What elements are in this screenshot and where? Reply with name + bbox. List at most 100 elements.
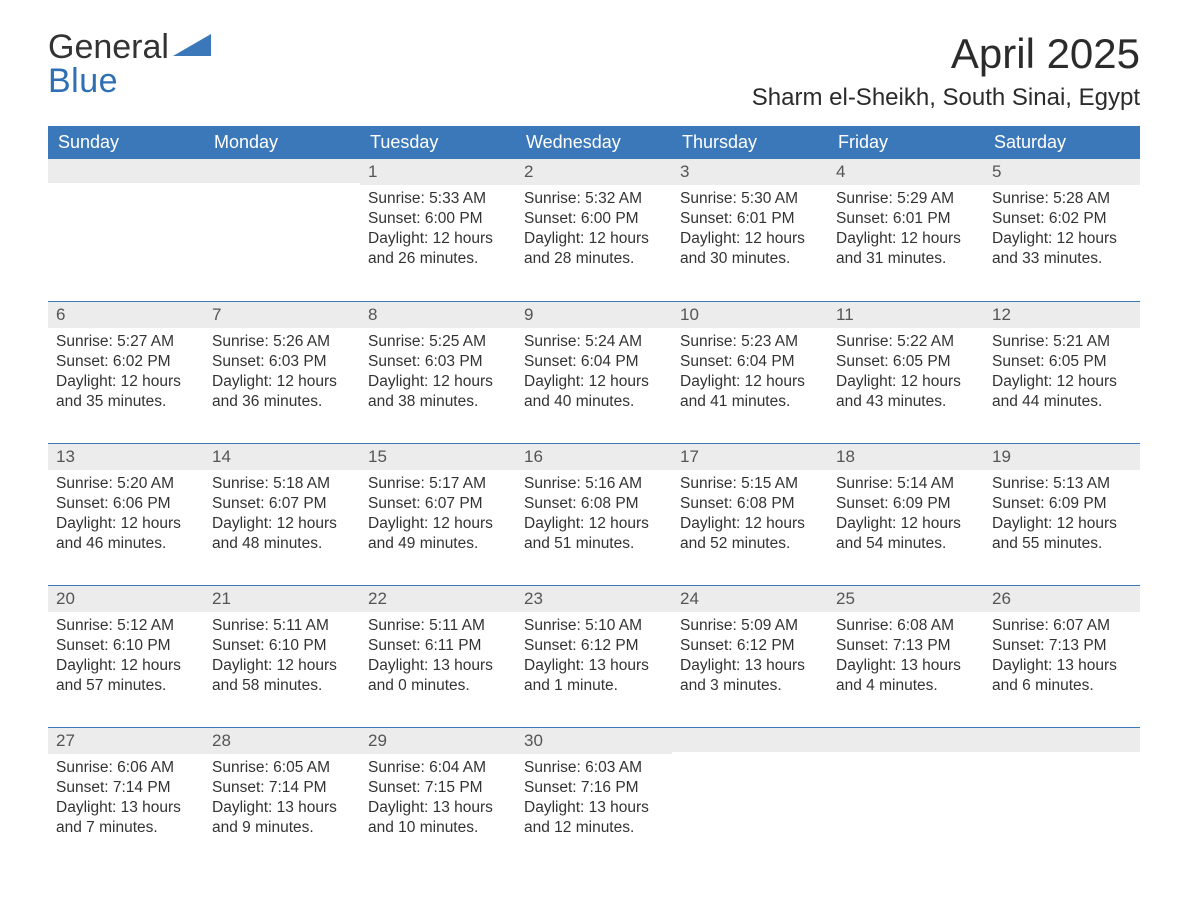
day-detail-line: Daylight: 12 hours <box>212 514 352 534</box>
day-detail-line: Sunrise: 5:12 AM <box>56 616 196 636</box>
day-detail-line: Sunrise: 5:27 AM <box>56 332 196 352</box>
calendar-week-row: 20Sunrise: 5:12 AMSunset: 6:10 PMDayligh… <box>48 585 1140 727</box>
day-detail-line: and 7 minutes. <box>56 818 196 838</box>
day-detail-line: Sunset: 6:00 PM <box>368 209 508 229</box>
day-details: Sunrise: 5:13 AMSunset: 6:09 PMDaylight:… <box>984 470 1140 561</box>
weekday-header: Saturday <box>984 126 1140 159</box>
day-details: Sunrise: 5:24 AMSunset: 6:04 PMDaylight:… <box>516 328 672 419</box>
day-detail-line: and 9 minutes. <box>212 818 352 838</box>
day-detail-line: Daylight: 12 hours <box>368 514 508 534</box>
day-details: Sunrise: 5:26 AMSunset: 6:03 PMDaylight:… <box>204 328 360 419</box>
day-number: 1 <box>360 159 516 185</box>
day-number: 10 <box>672 302 828 328</box>
day-detail-line: Daylight: 12 hours <box>524 514 664 534</box>
day-details: Sunrise: 5:11 AMSunset: 6:10 PMDaylight:… <box>204 612 360 703</box>
day-detail-line: Sunrise: 6:04 AM <box>368 758 508 778</box>
day-details: Sunrise: 5:30 AMSunset: 6:01 PMDaylight:… <box>672 185 828 276</box>
day-number: 7 <box>204 302 360 328</box>
calendar-day-cell: 23Sunrise: 5:10 AMSunset: 6:12 PMDayligh… <box>516 585 672 727</box>
day-number <box>828 728 984 752</box>
day-detail-line: and 35 minutes. <box>56 392 196 412</box>
day-detail-line: Sunset: 6:08 PM <box>524 494 664 514</box>
calendar-day-cell: 5Sunrise: 5:28 AMSunset: 6:02 PMDaylight… <box>984 159 1140 301</box>
day-detail-line: Sunrise: 5:16 AM <box>524 474 664 494</box>
day-detail-line: Daylight: 13 hours <box>524 798 664 818</box>
day-detail-line: Sunset: 6:12 PM <box>524 636 664 656</box>
calendar-day-cell <box>204 159 360 301</box>
day-detail-line: Daylight: 12 hours <box>368 229 508 249</box>
calendar-week-row: 6Sunrise: 5:27 AMSunset: 6:02 PMDaylight… <box>48 301 1140 443</box>
calendar-week-row: 27Sunrise: 6:06 AMSunset: 7:14 PMDayligh… <box>48 727 1140 869</box>
page-title: April 2025 <box>752 30 1140 78</box>
day-details: Sunrise: 5:17 AMSunset: 6:07 PMDaylight:… <box>360 470 516 561</box>
day-detail-line: Sunrise: 5:11 AM <box>368 616 508 636</box>
day-details: Sunrise: 5:33 AMSunset: 6:00 PMDaylight:… <box>360 185 516 276</box>
day-detail-line: Sunset: 6:09 PM <box>992 494 1132 514</box>
day-details: Sunrise: 5:28 AMSunset: 6:02 PMDaylight:… <box>984 185 1140 276</box>
day-details: Sunrise: 5:18 AMSunset: 6:07 PMDaylight:… <box>204 470 360 561</box>
day-detail-line: and 52 minutes. <box>680 534 820 554</box>
day-detail-line: Sunrise: 5:32 AM <box>524 189 664 209</box>
day-number: 5 <box>984 159 1140 185</box>
calendar-day-cell: 24Sunrise: 5:09 AMSunset: 6:12 PMDayligh… <box>672 585 828 727</box>
day-detail-line: and 12 minutes. <box>524 818 664 838</box>
day-detail-line: and 3 minutes. <box>680 676 820 696</box>
day-detail-line: Sunrise: 5:26 AM <box>212 332 352 352</box>
calendar-day-cell: 3Sunrise: 5:30 AMSunset: 6:01 PMDaylight… <box>672 159 828 301</box>
day-detail-line: Daylight: 12 hours <box>524 372 664 392</box>
day-number: 15 <box>360 444 516 470</box>
day-detail-line: Sunrise: 5:33 AM <box>368 189 508 209</box>
day-number: 6 <box>48 302 204 328</box>
calendar-day-cell <box>672 727 828 869</box>
calendar-day-cell: 13Sunrise: 5:20 AMSunset: 6:06 PMDayligh… <box>48 443 204 585</box>
calendar-day-cell <box>828 727 984 869</box>
day-detail-line: Daylight: 12 hours <box>56 372 196 392</box>
day-detail-line: Sunset: 6:08 PM <box>680 494 820 514</box>
day-details: Sunrise: 5:32 AMSunset: 6:00 PMDaylight:… <box>516 185 672 276</box>
day-detail-line: Sunset: 6:11 PM <box>368 636 508 656</box>
day-detail-line: Daylight: 13 hours <box>836 656 976 676</box>
day-detail-line: Sunset: 6:01 PM <box>680 209 820 229</box>
day-detail-line: Sunrise: 5:11 AM <box>212 616 352 636</box>
day-details <box>48 183 204 193</box>
day-number: 27 <box>48 728 204 754</box>
calendar-day-cell: 1Sunrise: 5:33 AMSunset: 6:00 PMDaylight… <box>360 159 516 301</box>
day-detail-line: and 46 minutes. <box>56 534 196 554</box>
day-details: Sunrise: 6:03 AMSunset: 7:16 PMDaylight:… <box>516 754 672 845</box>
location-subtitle: Sharm el-Sheikh, South Sinai, Egypt <box>752 84 1140 112</box>
day-detail-line: Sunset: 6:10 PM <box>56 636 196 656</box>
day-details: Sunrise: 5:27 AMSunset: 6:02 PMDaylight:… <box>48 328 204 419</box>
day-details: Sunrise: 5:10 AMSunset: 6:12 PMDaylight:… <box>516 612 672 703</box>
day-number: 17 <box>672 444 828 470</box>
day-details <box>984 752 1140 762</box>
calendar-day-cell: 27Sunrise: 6:06 AMSunset: 7:14 PMDayligh… <box>48 727 204 869</box>
day-detail-line: Sunset: 6:02 PM <box>56 352 196 372</box>
day-detail-line: Daylight: 12 hours <box>992 229 1132 249</box>
day-detail-line: Daylight: 13 hours <box>212 798 352 818</box>
calendar-day-cell: 9Sunrise: 5:24 AMSunset: 6:04 PMDaylight… <box>516 301 672 443</box>
day-detail-line: and 55 minutes. <box>992 534 1132 554</box>
calendar-day-cell: 19Sunrise: 5:13 AMSunset: 6:09 PMDayligh… <box>984 443 1140 585</box>
day-number <box>984 728 1140 752</box>
day-detail-line: Sunset: 7:13 PM <box>992 636 1132 656</box>
day-detail-line: Daylight: 12 hours <box>524 229 664 249</box>
calendar-day-cell: 15Sunrise: 5:17 AMSunset: 6:07 PMDayligh… <box>360 443 516 585</box>
day-detail-line: and 51 minutes. <box>524 534 664 554</box>
day-details: Sunrise: 5:22 AMSunset: 6:05 PMDaylight:… <box>828 328 984 419</box>
day-detail-line: and 54 minutes. <box>836 534 976 554</box>
day-detail-line: and 44 minutes. <box>992 392 1132 412</box>
day-detail-line: Sunset: 6:09 PM <box>836 494 976 514</box>
header: General Blue April 2025 Sharm el-Sheikh,… <box>48 30 1140 112</box>
day-detail-line: Daylight: 12 hours <box>212 372 352 392</box>
day-number: 2 <box>516 159 672 185</box>
calendar-day-cell: 29Sunrise: 6:04 AMSunset: 7:15 PMDayligh… <box>360 727 516 869</box>
day-details: Sunrise: 6:05 AMSunset: 7:14 PMDaylight:… <box>204 754 360 845</box>
day-number: 29 <box>360 728 516 754</box>
calendar-day-cell: 4Sunrise: 5:29 AMSunset: 6:01 PMDaylight… <box>828 159 984 301</box>
day-detail-line: and 6 minutes. <box>992 676 1132 696</box>
day-details <box>672 752 828 762</box>
day-number: 21 <box>204 586 360 612</box>
logo-text-blue: Blue <box>48 64 211 98</box>
day-detail-line: Sunset: 7:14 PM <box>56 778 196 798</box>
day-number: 28 <box>204 728 360 754</box>
